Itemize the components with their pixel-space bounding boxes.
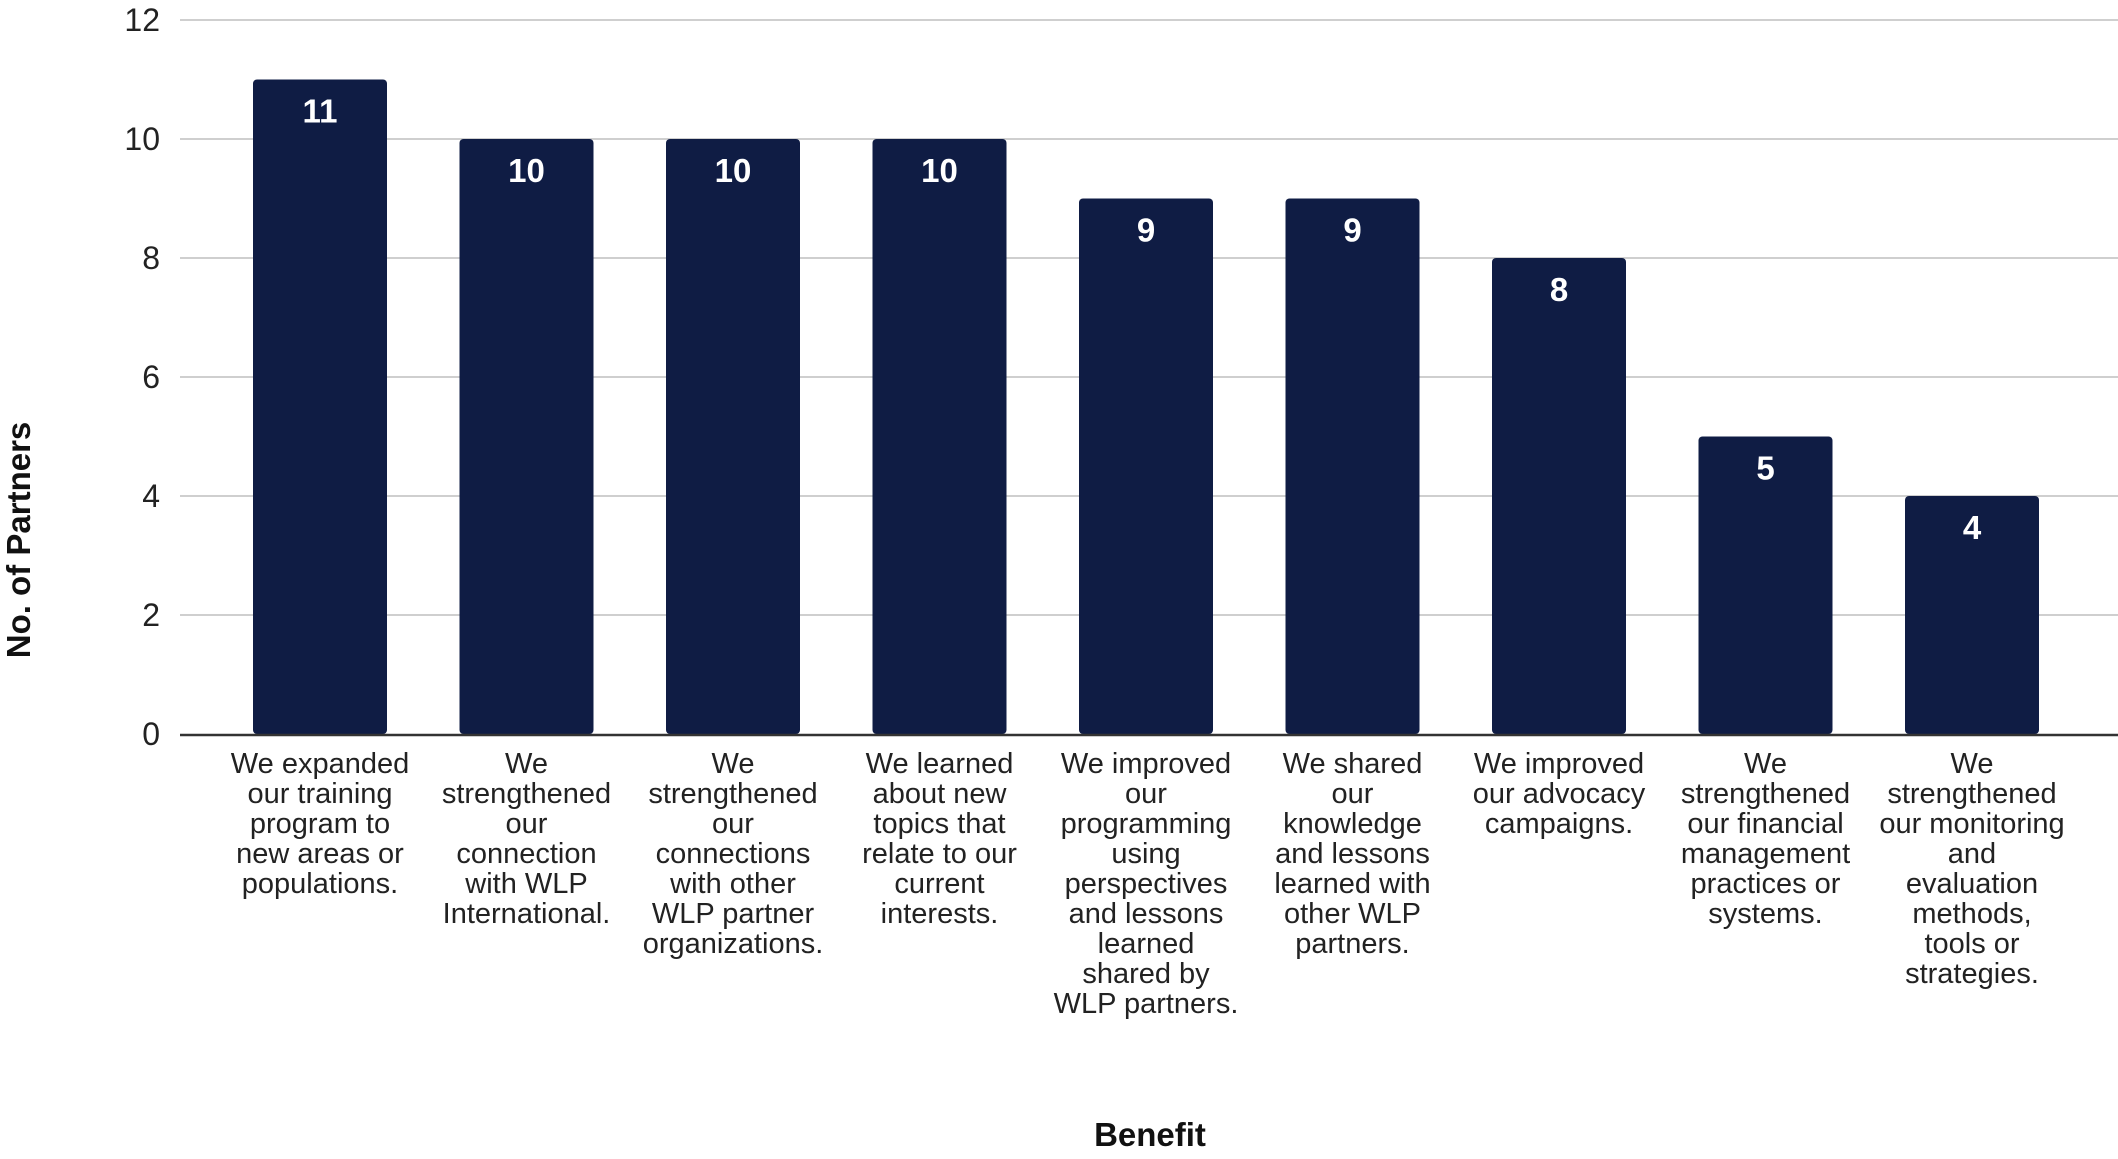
bar-value-label: 9 [1137,212,1155,249]
bar [1492,258,1626,734]
x-axis-title: Benefit [1094,1116,1206,1153]
bar [1285,198,1420,734]
bar [872,139,1007,734]
bar-value-label: 4 [1963,509,1982,546]
bar [1905,496,2039,734]
bars: 11 10 10 10 9 9 8 5 4 [253,79,2039,734]
x-tick-label: We improved our programming using perspectiv… [1054,748,1239,1020]
x-tick-label: We shared our knowledge and lessons learned … [1274,748,1430,960]
bar-value-label: 10 [921,152,958,189]
bar-value-label: 8 [1550,271,1568,308]
bar [666,139,800,734]
x-tick-label: We learned about new topics that relate to … [862,748,1017,930]
y-tick-label: 12 [124,2,160,38]
y-axis-ticks: 0 2 4 6 8 10 12 [124,2,160,752]
x-tick-label: We improved our advocacy campaigns. [1473,748,1646,840]
bar-value-label: 10 [508,152,545,189]
y-tick-label: 8 [142,240,160,276]
y-tick-label: 10 [124,121,160,157]
x-tick-label: We strengthened our connection with WLP Inter… [442,748,611,930]
bar [1079,198,1213,734]
x-axis-ticks: We expanded our training program to new are… [231,748,2065,1020]
y-tick-label: 6 [142,359,160,395]
x-tick-label: We strengthened our connections with other WL… [643,748,824,960]
bar-value-label: 10 [715,152,752,189]
bar-value-label: 11 [303,93,338,130]
y-tick-label: 2 [142,597,160,633]
bar [1698,436,1833,734]
bar-value-label: 5 [1756,450,1774,487]
x-tick-label: We strengthened our monitoring and evaluatio… [1879,748,2064,990]
x-tick-label: We strengthened our financial management pra… [1681,748,1850,930]
x-tick-label: We expanded our training program to new are… [231,748,409,900]
bar [253,79,387,734]
y-axis-title: No. of Partners [0,422,37,659]
y-tick-label: 0 [142,716,160,752]
bar-value-label: 9 [1343,212,1361,249]
bar [459,139,594,734]
y-tick-label: 4 [142,478,160,514]
